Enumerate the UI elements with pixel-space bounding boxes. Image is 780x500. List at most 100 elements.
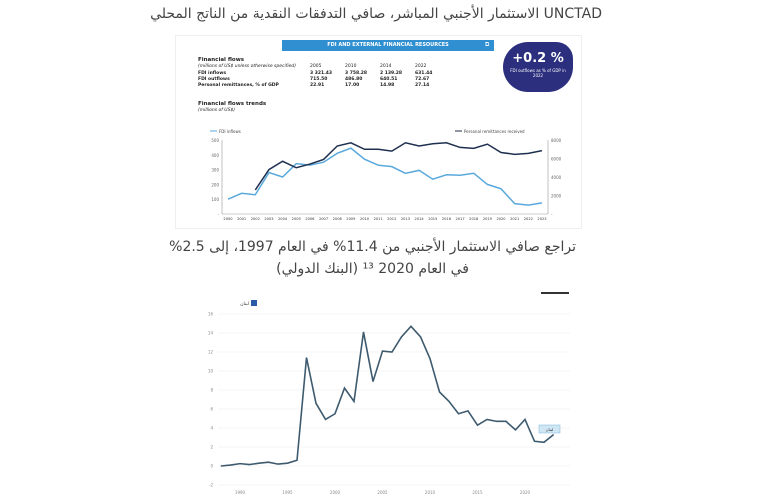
subtitle-line-1: تراجع صافي الاستثمار الأجنبي من 11.4% في… [169,239,576,255]
table-row-label: FDI outflows [198,77,230,82]
y-tick-label: -2 [209,483,213,488]
x-tick-label: 2020 [496,217,506,221]
y-tick-label: 16 [208,312,214,317]
data-point [391,351,393,353]
data-point [287,462,288,464]
data-point [334,413,336,415]
data-point [344,387,345,389]
x-tick-label: 2020 [520,490,531,495]
x-tick-label: 2018 [469,217,479,221]
x-tick-label: 1990 [235,490,246,495]
data-point [325,419,326,420]
table-cell: 640.51 [380,77,398,82]
trends-title: Financial flows trends [198,101,267,107]
data-point [505,420,507,422]
data-point [477,424,478,426]
y-right-tick-label: 2000 [551,194,562,199]
data-point [353,401,355,402]
external-link-icon[interactable]: ⧉ [485,41,490,48]
x-tick-label: 2007 [319,217,328,221]
y-right-tick-label: - [551,212,553,217]
data-point [486,419,488,420]
data-point [258,462,260,464]
table-cell: 2 139.28 [380,71,403,76]
data-point [277,463,279,465]
panel-header: FDI AND EXTERNAL FINANCIAL RESOURCES [282,40,494,51]
x-tick-label: 2016 [442,217,452,221]
table-cell: 3 758.28 [345,71,368,76]
data-point [268,461,269,463]
table-cell: 27.14 [415,83,430,88]
table-cell: 72.67 [415,77,430,82]
series-line-fdi-inflows [227,147,543,206]
data-point [296,459,298,461]
x-tick-label: 2010 [360,217,370,221]
y-left-tick-label: - [218,212,220,217]
y-tick-label: 12 [208,350,214,355]
x-tick-label: 2015 [472,490,483,495]
x-tick-label: 2014 [415,217,425,221]
table-row-label: Personal remittances, % of GDP [198,83,279,88]
table-cell: 14.98 [380,83,395,88]
x-tick-label: 2022 [524,217,533,221]
x-tick-label: 2008 [333,217,343,221]
series-line-lebanon [220,325,554,467]
data-point [306,357,307,359]
tooltip-box [538,424,561,434]
data-point [372,381,374,382]
x-tick-label: 2001 [237,217,246,221]
x-tick-label: 2015 [428,217,437,221]
y-tick-label: 0 [210,464,213,469]
y-left-tick-label: 300 [211,168,219,173]
table-column-header: 2010 [345,64,357,69]
data-point [534,440,535,442]
data-point [410,325,412,327]
y-left-tick-label: 100 [211,197,219,202]
y-right-tick-label: 8000 [551,138,562,143]
legend-checkbox[interactable] [251,300,257,306]
table-cell: 486.80 [345,77,363,82]
x-tick-label: 2012 [387,217,396,221]
y-tick-label: 14 [208,331,214,336]
data-point [524,419,526,420]
data-point [382,350,383,352]
table-column-header: 2005 [310,64,322,69]
data-point [467,410,469,412]
toolbar-bar [541,292,569,294]
tooltip-label: لبنان [546,427,554,432]
badge-value: +0.2 % [512,51,564,66]
y-left-tick-label: 200 [211,182,219,187]
y-left-tick-label: 400 [211,153,219,158]
trends-subtitle: (millions of US$) [198,108,236,113]
fdi-outflows-badge: +0.2 % FDI outflows as % of GDP in 2022 [503,42,573,92]
table-title: Financial flows [198,57,245,63]
data-point [315,402,317,404]
table-cell: 631.44 [415,71,433,76]
data-point [448,401,450,402]
table-cell: 17.00 [345,83,360,88]
table-column-header: 2014 [380,64,392,69]
data-point [439,391,440,393]
x-tick-label: 2003 [264,217,273,221]
table-cell: 3 321.43 [310,71,333,76]
data-point [401,336,402,338]
chart-subtitle: تراجع صافي الاستثمار الأجنبي من 11.4% في… [169,236,576,280]
data-point [239,463,241,465]
table-subtitle: (millions of US$ unless otherwise specif… [198,64,297,69]
x-tick-label: 2000 [223,217,233,221]
y-tick-label: 4 [210,426,213,431]
page-title: UNCTAD الاستثمار الأجنبي المباشر، صافي ا… [150,6,602,22]
x-tick-label: 2009 [346,217,356,221]
x-tick-label: 2019 [483,217,493,221]
subtitle-line-2: في العام 2020 ¹³ (البنك الدولي) [276,261,469,277]
legend-label: FDI inflows [219,129,241,134]
x-tick-label: 2021 [510,217,519,221]
y-right-tick-label: 6000 [551,157,562,162]
y-tick-label: 6 [210,407,213,412]
x-tick-label: 2011 [374,217,383,221]
data-point [543,441,545,443]
data-point [515,429,516,431]
x-tick-label: 2023 [537,217,546,221]
y-tick-label: 10 [208,369,214,374]
